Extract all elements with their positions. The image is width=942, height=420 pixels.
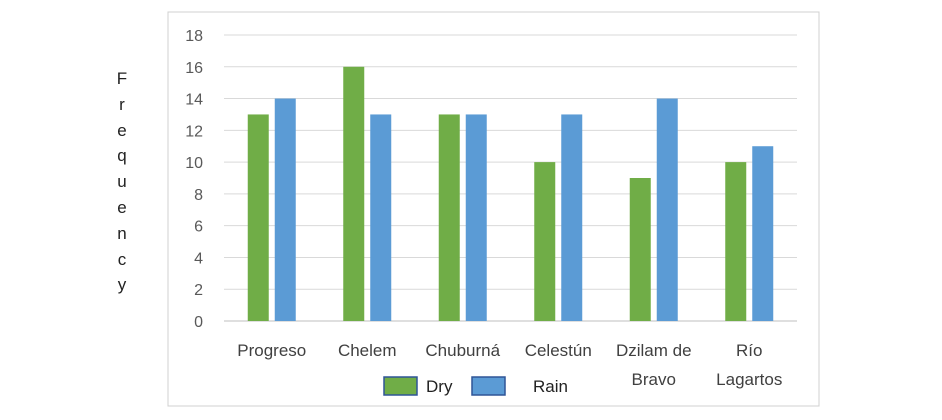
y-tick-label: 6 <box>194 219 203 236</box>
y-tick-label: 16 <box>185 60 203 77</box>
y-tick-label: 2 <box>194 282 203 299</box>
bar-rain <box>752 146 774 321</box>
y-tick-label: 10 <box>185 155 203 172</box>
bar-dry <box>343 66 365 322</box>
y-axis-label-letter: e <box>117 120 127 140</box>
x-tick-label: Bravo <box>632 370 676 389</box>
legend-swatch-dry <box>383 376 418 396</box>
legend-label-dry: Dry <box>426 377 453 396</box>
x-tick-label: Lagartos <box>716 370 782 389</box>
bar-rain <box>656 98 678 321</box>
y-tick-label: 8 <box>194 187 203 204</box>
y-axis-label-letter: n <box>117 223 127 243</box>
y-axis-label-letter: e <box>117 197 127 217</box>
y-tick-label: 4 <box>194 250 203 267</box>
y-axis-label-letter: u <box>117 172 127 192</box>
x-tick-label: Chelem <box>338 341 397 360</box>
y-tick-label: 18 <box>185 28 203 45</box>
y-axis-label-letter: y <box>117 275 127 295</box>
bar-dry <box>629 178 651 321</box>
y-axis-label-letter: q <box>117 146 127 166</box>
legend-label-rain: Rain <box>533 377 568 396</box>
bar-dry <box>725 162 747 321</box>
bar-rain <box>370 114 392 321</box>
y-axis-label-letter: c <box>117 249 127 269</box>
y-axis-label-letter: r <box>119 94 125 114</box>
bar-dry <box>534 162 556 321</box>
x-tick-label: Celestún <box>525 341 592 360</box>
bar-rain <box>274 98 296 321</box>
bar-dry <box>247 114 269 321</box>
bar-rain <box>561 114 583 321</box>
x-tick-label: Chuburná <box>425 341 500 360</box>
bar-dry <box>438 114 460 321</box>
x-tick-label: Progreso <box>237 341 306 360</box>
y-tick-label: 0 <box>194 314 203 331</box>
x-tick-label: Dzilam de <box>616 341 692 360</box>
x-tick-label: Río <box>736 341 762 360</box>
y-tick-label: 12 <box>185 123 203 140</box>
legend-swatch-rain <box>471 376 506 396</box>
bar-rain <box>465 114 487 321</box>
y-axis-label-letter: F <box>116 69 128 88</box>
y-tick-label: 14 <box>185 92 203 109</box>
